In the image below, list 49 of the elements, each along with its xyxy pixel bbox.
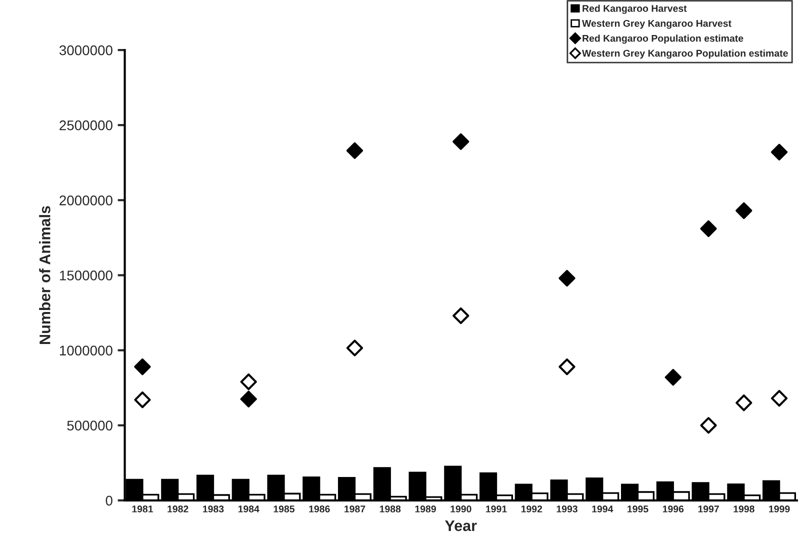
legend-label: Western Grey Kangaroo Harvest xyxy=(582,20,732,29)
legend-label: Red Kangaroo Harvest xyxy=(582,4,687,14)
y-tick-label: 2000000 xyxy=(60,195,112,206)
point xyxy=(346,340,364,356)
point xyxy=(134,391,151,408)
point xyxy=(452,133,470,150)
point xyxy=(736,394,752,412)
y-tick-label: 2500000 xyxy=(60,120,112,130)
x-tick-label: 1993 xyxy=(556,506,578,512)
x-tick-label: 1982 xyxy=(168,506,188,512)
y-tick-label: 500000 xyxy=(67,420,112,431)
y-tick-label: 3000000 xyxy=(59,45,112,56)
point xyxy=(558,270,576,287)
point xyxy=(134,358,151,376)
point xyxy=(240,390,257,408)
x-tick-label: 1990 xyxy=(450,506,472,512)
point xyxy=(452,307,470,324)
x-tick-label: 1998 xyxy=(734,506,754,512)
y-axis-title: Number of Animals xyxy=(39,206,50,344)
x-tick-label: 1984 xyxy=(238,506,260,512)
point xyxy=(700,220,717,238)
x-tick-label: 1985 xyxy=(274,506,295,512)
x-tick-label: 1986 xyxy=(309,506,330,512)
x-tick-label: 1994 xyxy=(592,506,614,512)
point xyxy=(700,417,717,434)
y-tick-label: 0 xyxy=(106,496,112,506)
point xyxy=(664,368,682,386)
point xyxy=(558,358,576,376)
legend-label: Western Grey Kangaroo Population estimate xyxy=(582,50,788,59)
x-tick-label: 1992 xyxy=(521,506,542,512)
legend-label: Red Kangaroo Population estimate xyxy=(582,34,744,44)
x-tick-label: 1997 xyxy=(698,506,719,512)
x-tick-label: 1999 xyxy=(769,506,790,512)
x-tick-label: 1995 xyxy=(628,506,648,512)
x-axis-title: Year xyxy=(444,520,477,532)
point xyxy=(770,390,788,407)
point xyxy=(240,373,257,390)
x-tick-label: 1981 xyxy=(132,506,154,512)
x-tick-label: 1988 xyxy=(380,506,401,512)
point xyxy=(736,202,752,219)
point xyxy=(346,142,364,159)
y-tick-label: 1500000 xyxy=(60,270,112,280)
y-tick-label: 1000000 xyxy=(60,346,112,356)
x-tick-label: 1989 xyxy=(415,506,436,512)
x-tick-label: 1983 xyxy=(203,506,224,512)
x-tick-label: 1996 xyxy=(662,506,684,512)
x-tick-label: 1987 xyxy=(344,506,366,512)
point xyxy=(770,144,788,160)
x-tick-label: 1991 xyxy=(486,506,507,512)
